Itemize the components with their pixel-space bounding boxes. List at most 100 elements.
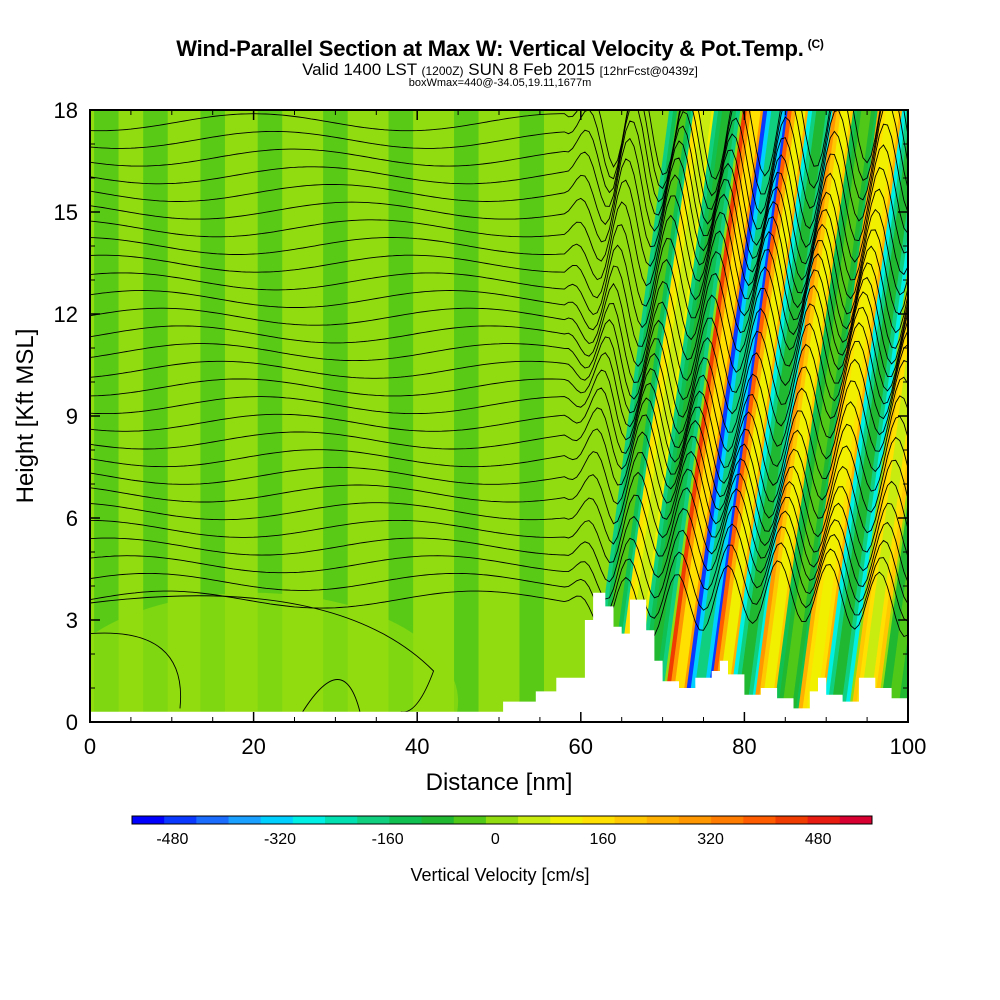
colorbar-frame [131,815,873,825]
colorbar-swatch [196,816,230,824]
colorbar-swatch [711,816,744,824]
colorbar-swatch [421,816,455,824]
y-tick-label: 18 [54,98,78,123]
theta-contour [90,211,908,315]
colorbar-tick-label: 320 [697,831,724,848]
colorbar-swatch [389,816,423,824]
colorbar-swatch [743,816,776,824]
x-tick-label: 80 [732,734,756,759]
theta-contour [90,120,908,230]
colorbar-tick-label: 160 [590,831,617,848]
theta-contour [90,595,435,713]
theta-contour [90,395,908,486]
theta-contour [90,157,908,265]
colorbar-swatch [678,816,712,824]
colorbar-tick-label: 480 [805,831,832,848]
y-tick-label: 15 [54,200,78,225]
colorbar-swatch [260,816,294,824]
background-band [388,110,414,722]
colorbar: -480 -320 -160 0 160 320 480 [131,815,873,848]
colorbar-swatch [839,816,873,824]
background-band [421,110,446,722]
y-axis-label: Height [Kft MSL] [12,329,39,504]
y-tick-label: 0 [66,710,78,735]
theta-contour [90,193,908,300]
chart-subtitle: Valid 1400 LST (1200Z) SUN 8 Feb 2015 [1… [302,60,698,79]
updraft-band [858,344,908,722]
updraft-band [849,283,908,722]
theta-contour [90,110,908,180]
colorbar-swatch [132,816,165,824]
colorbar-label: Vertical Velocity [cm/s] [410,865,589,885]
theta-contour [90,632,182,709]
downdraft-band [886,561,908,722]
theta-contour [90,110,908,215]
theta-contour [90,340,908,435]
theta-contour [90,358,908,453]
y-tick-label: 6 [66,506,78,531]
terrain-profile [90,592,908,722]
colorbar-swatch [518,816,551,824]
background-band [454,110,479,722]
theta-contour [90,414,908,503]
colorbar-swatch [775,816,809,824]
x-axis-label: Distance [nm] [426,769,573,796]
axes: 0 20 40 60 80 100 0 3 6 9 12 15 18 [54,98,927,759]
colorbar-swatch [228,816,262,824]
theta-contour [90,376,908,469]
y-tick-label: 9 [66,404,78,429]
colorbar-tick-label: -160 [372,831,404,848]
theta-contour [90,285,908,383]
colorbar-tick-label: 0 [491,831,500,848]
colorbar-swatch [485,816,519,824]
low-level-region [90,592,459,722]
colorbar-swatch [164,816,197,824]
theta-contour [90,266,908,368]
x-tick-label: 60 [569,734,593,759]
theta-contour [90,523,908,605]
chart-title: Wind-Parallel Section at Max W: Vertical… [176,36,824,61]
chart-subtitle-2: boxWmax=440@-34.05,19.11,1677m [408,77,592,89]
colorbar-tick-label: -480 [156,831,188,848]
theta-contour [90,110,908,197]
colorbar-swatch [292,816,326,824]
y-tick-label: 3 [66,608,78,633]
theta-contour [90,303,908,401]
x-tick-label: 40 [405,734,429,759]
x-tick-label: 100 [890,734,927,759]
downdraft-band [780,110,872,722]
background-band [486,110,512,722]
theta-contour [90,321,908,418]
theta-contour [90,248,908,349]
colorbar-swatch [550,816,583,824]
theta-contour [90,505,908,588]
theta-contour [90,230,908,334]
potential-temperature-contours [90,110,908,713]
theta-contour [90,431,908,519]
colorbar-swatch [453,816,487,824]
updraft-band [854,314,908,722]
downdraft-band [829,128,908,722]
theta-contour [90,468,908,553]
updraft-band [759,110,851,722]
theta-contour [90,487,908,572]
colorbar-swatch [582,816,616,824]
colorbar-swatch [357,816,390,824]
theta-contour [302,679,361,713]
y-tick-label: 12 [54,302,78,327]
colorbar-swatch [807,816,841,824]
theta-contour [90,450,908,538]
colorbar-tick-label: -320 [264,831,296,848]
colorbar-swatch [614,816,648,824]
background-band [519,110,544,722]
x-tick-label: 20 [241,734,265,759]
x-tick-label: 0 [84,734,96,759]
theta-contour [90,542,908,622]
theta-contour [90,137,908,248]
updraft-band [804,110,896,722]
terrain-fill [90,592,908,722]
theta-contour [90,174,908,281]
colorbar-swatch [325,816,358,824]
colorbar-swatch [646,816,680,824]
